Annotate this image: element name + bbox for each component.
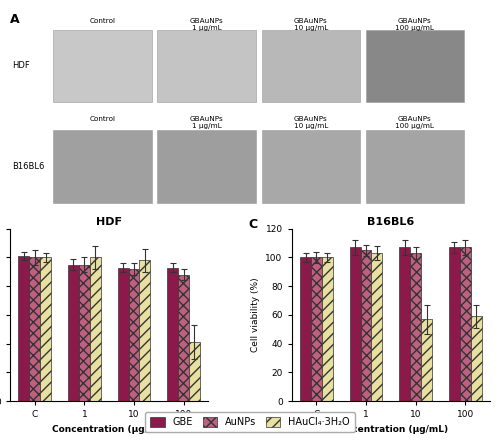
Title: B16BL6: B16BL6 [367,217,414,227]
Bar [322,258,333,401]
Bar [300,258,311,401]
Bar [189,342,200,401]
Bar [178,275,189,401]
Bar [30,258,40,401]
Bar [460,247,470,401]
Bar [262,130,360,203]
Bar [366,130,464,203]
Bar [470,316,482,401]
Bar [167,268,178,401]
X-axis label: Concentration (μg/mL): Concentration (μg/mL) [52,425,166,434]
Text: GBAuNPs
10 μg/mL: GBAuNPs 10 μg/mL [294,19,328,31]
Bar [118,268,128,401]
Bar [350,247,360,401]
Bar [128,269,140,401]
Text: B16BL6: B16BL6 [12,162,45,171]
Text: GBAuNPs
100 μg/mL: GBAuNPs 100 μg/mL [396,116,434,129]
Text: GBAuNPs
1 μg/mL: GBAuNPs 1 μg/mL [190,116,224,129]
Bar [158,130,256,203]
Bar [68,265,79,401]
Bar [400,247,410,401]
Bar [18,256,30,401]
Bar [158,30,256,102]
Text: A: A [10,13,20,26]
Text: GBAuNPs
1 μg/mL: GBAuNPs 1 μg/mL [190,19,224,31]
Bar [262,30,360,102]
Bar [53,130,152,203]
Text: Control: Control [90,116,116,122]
X-axis label: Concentration (μg/mL): Concentration (μg/mL) [334,425,448,434]
Bar [140,260,150,401]
Text: C: C [248,218,257,232]
Bar [421,319,432,401]
Bar [311,258,322,401]
Text: HDF: HDF [12,61,30,71]
Bar [53,30,152,102]
Text: GBAuNPs
100 μg/mL: GBAuNPs 100 μg/mL [396,19,434,31]
Bar [449,247,460,401]
Text: Control: Control [90,19,116,24]
Bar [410,253,421,401]
Bar [90,258,101,401]
Y-axis label: Cell viability (%): Cell viability (%) [251,277,260,352]
Text: GBAuNPs
10 μg/mL: GBAuNPs 10 μg/mL [294,116,328,129]
Legend: GBE, AuNPs, HAuCl₄·3H₂O: GBE, AuNPs, HAuCl₄·3H₂O [146,412,355,432]
Bar [366,30,464,102]
Bar [360,250,372,401]
Bar [79,265,90,401]
Bar [40,258,51,401]
Title: HDF: HDF [96,217,122,227]
Bar [372,253,382,401]
